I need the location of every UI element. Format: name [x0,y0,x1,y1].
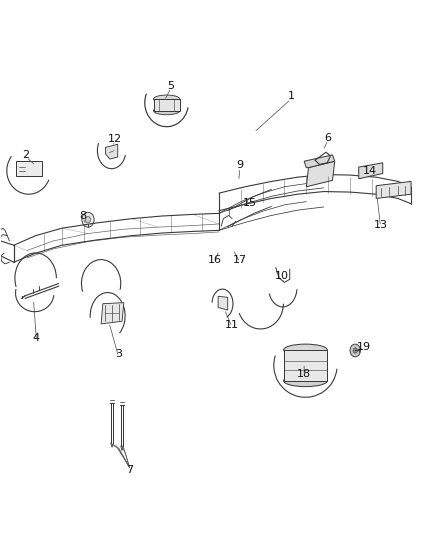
Text: 9: 9 [237,160,244,171]
Circle shape [299,358,311,373]
Polygon shape [359,163,383,179]
Text: 16: 16 [208,255,222,265]
Text: 13: 13 [374,220,388,230]
Polygon shape [218,296,228,310]
Text: 5: 5 [167,81,174,91]
Text: 2: 2 [22,150,30,160]
Text: 14: 14 [363,166,377,176]
Circle shape [303,362,308,368]
Ellipse shape [284,344,327,356]
Polygon shape [153,99,180,111]
Text: 12: 12 [108,134,122,144]
Polygon shape [101,303,124,324]
Text: 4: 4 [33,333,40,343]
Text: 10: 10 [276,271,290,281]
Polygon shape [284,350,327,381]
Circle shape [82,212,94,227]
Ellipse shape [284,375,327,386]
Text: 18: 18 [297,369,311,379]
Polygon shape [15,161,42,176]
Polygon shape [106,144,118,159]
Circle shape [85,216,91,223]
Text: 3: 3 [115,349,122,359]
Text: 8: 8 [79,211,86,221]
Text: 11: 11 [225,320,239,330]
Polygon shape [306,161,335,187]
Text: 6: 6 [325,133,332,143]
Ellipse shape [153,107,180,115]
Circle shape [353,348,357,353]
Polygon shape [304,155,335,167]
Text: 15: 15 [243,198,257,208]
Text: 7: 7 [126,465,133,474]
Text: 19: 19 [357,342,371,352]
Text: 17: 17 [233,255,247,265]
Text: 1: 1 [287,91,294,101]
Polygon shape [376,181,411,198]
Ellipse shape [153,95,180,103]
Circle shape [350,344,360,357]
